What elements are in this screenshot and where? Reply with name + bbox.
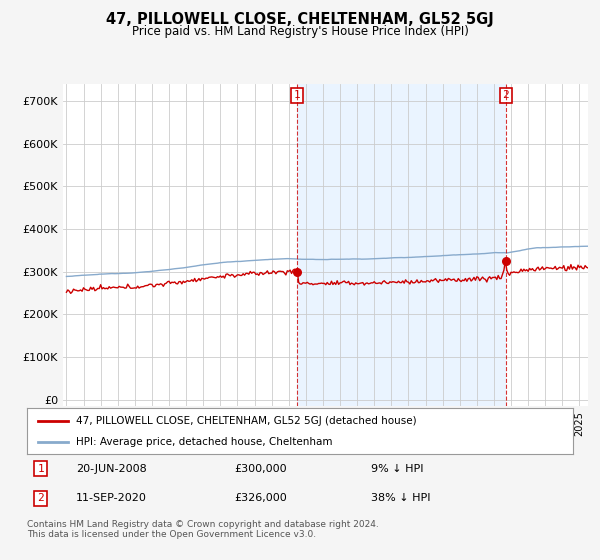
Text: 47, PILLOWELL CLOSE, CHELTENHAM, GL52 5GJ (detached house): 47, PILLOWELL CLOSE, CHELTENHAM, GL52 5G… bbox=[76, 416, 417, 426]
Text: Contains HM Land Registry data © Crown copyright and database right 2024.
This d: Contains HM Land Registry data © Crown c… bbox=[27, 520, 379, 539]
Text: 2: 2 bbox=[503, 90, 509, 100]
Text: 1: 1 bbox=[37, 464, 44, 474]
Text: HPI: Average price, detached house, Cheltenham: HPI: Average price, detached house, Chel… bbox=[76, 437, 332, 447]
Text: 2: 2 bbox=[37, 493, 44, 503]
Text: 9% ↓ HPI: 9% ↓ HPI bbox=[371, 464, 424, 474]
Bar bbox=[297, 84, 506, 406]
Text: 1: 1 bbox=[293, 90, 300, 100]
Text: 47, PILLOWELL CLOSE, CHELTENHAM, GL52 5GJ: 47, PILLOWELL CLOSE, CHELTENHAM, GL52 5G… bbox=[106, 12, 494, 27]
Text: £326,000: £326,000 bbox=[235, 493, 287, 503]
Point bbox=[501, 256, 511, 265]
Text: 20-JUN-2008: 20-JUN-2008 bbox=[76, 464, 147, 474]
Text: 38% ↓ HPI: 38% ↓ HPI bbox=[371, 493, 430, 503]
Text: £300,000: £300,000 bbox=[235, 464, 287, 474]
Text: Price paid vs. HM Land Registry's House Price Index (HPI): Price paid vs. HM Land Registry's House … bbox=[131, 25, 469, 38]
Text: 11-SEP-2020: 11-SEP-2020 bbox=[76, 493, 147, 503]
Point bbox=[292, 267, 302, 276]
